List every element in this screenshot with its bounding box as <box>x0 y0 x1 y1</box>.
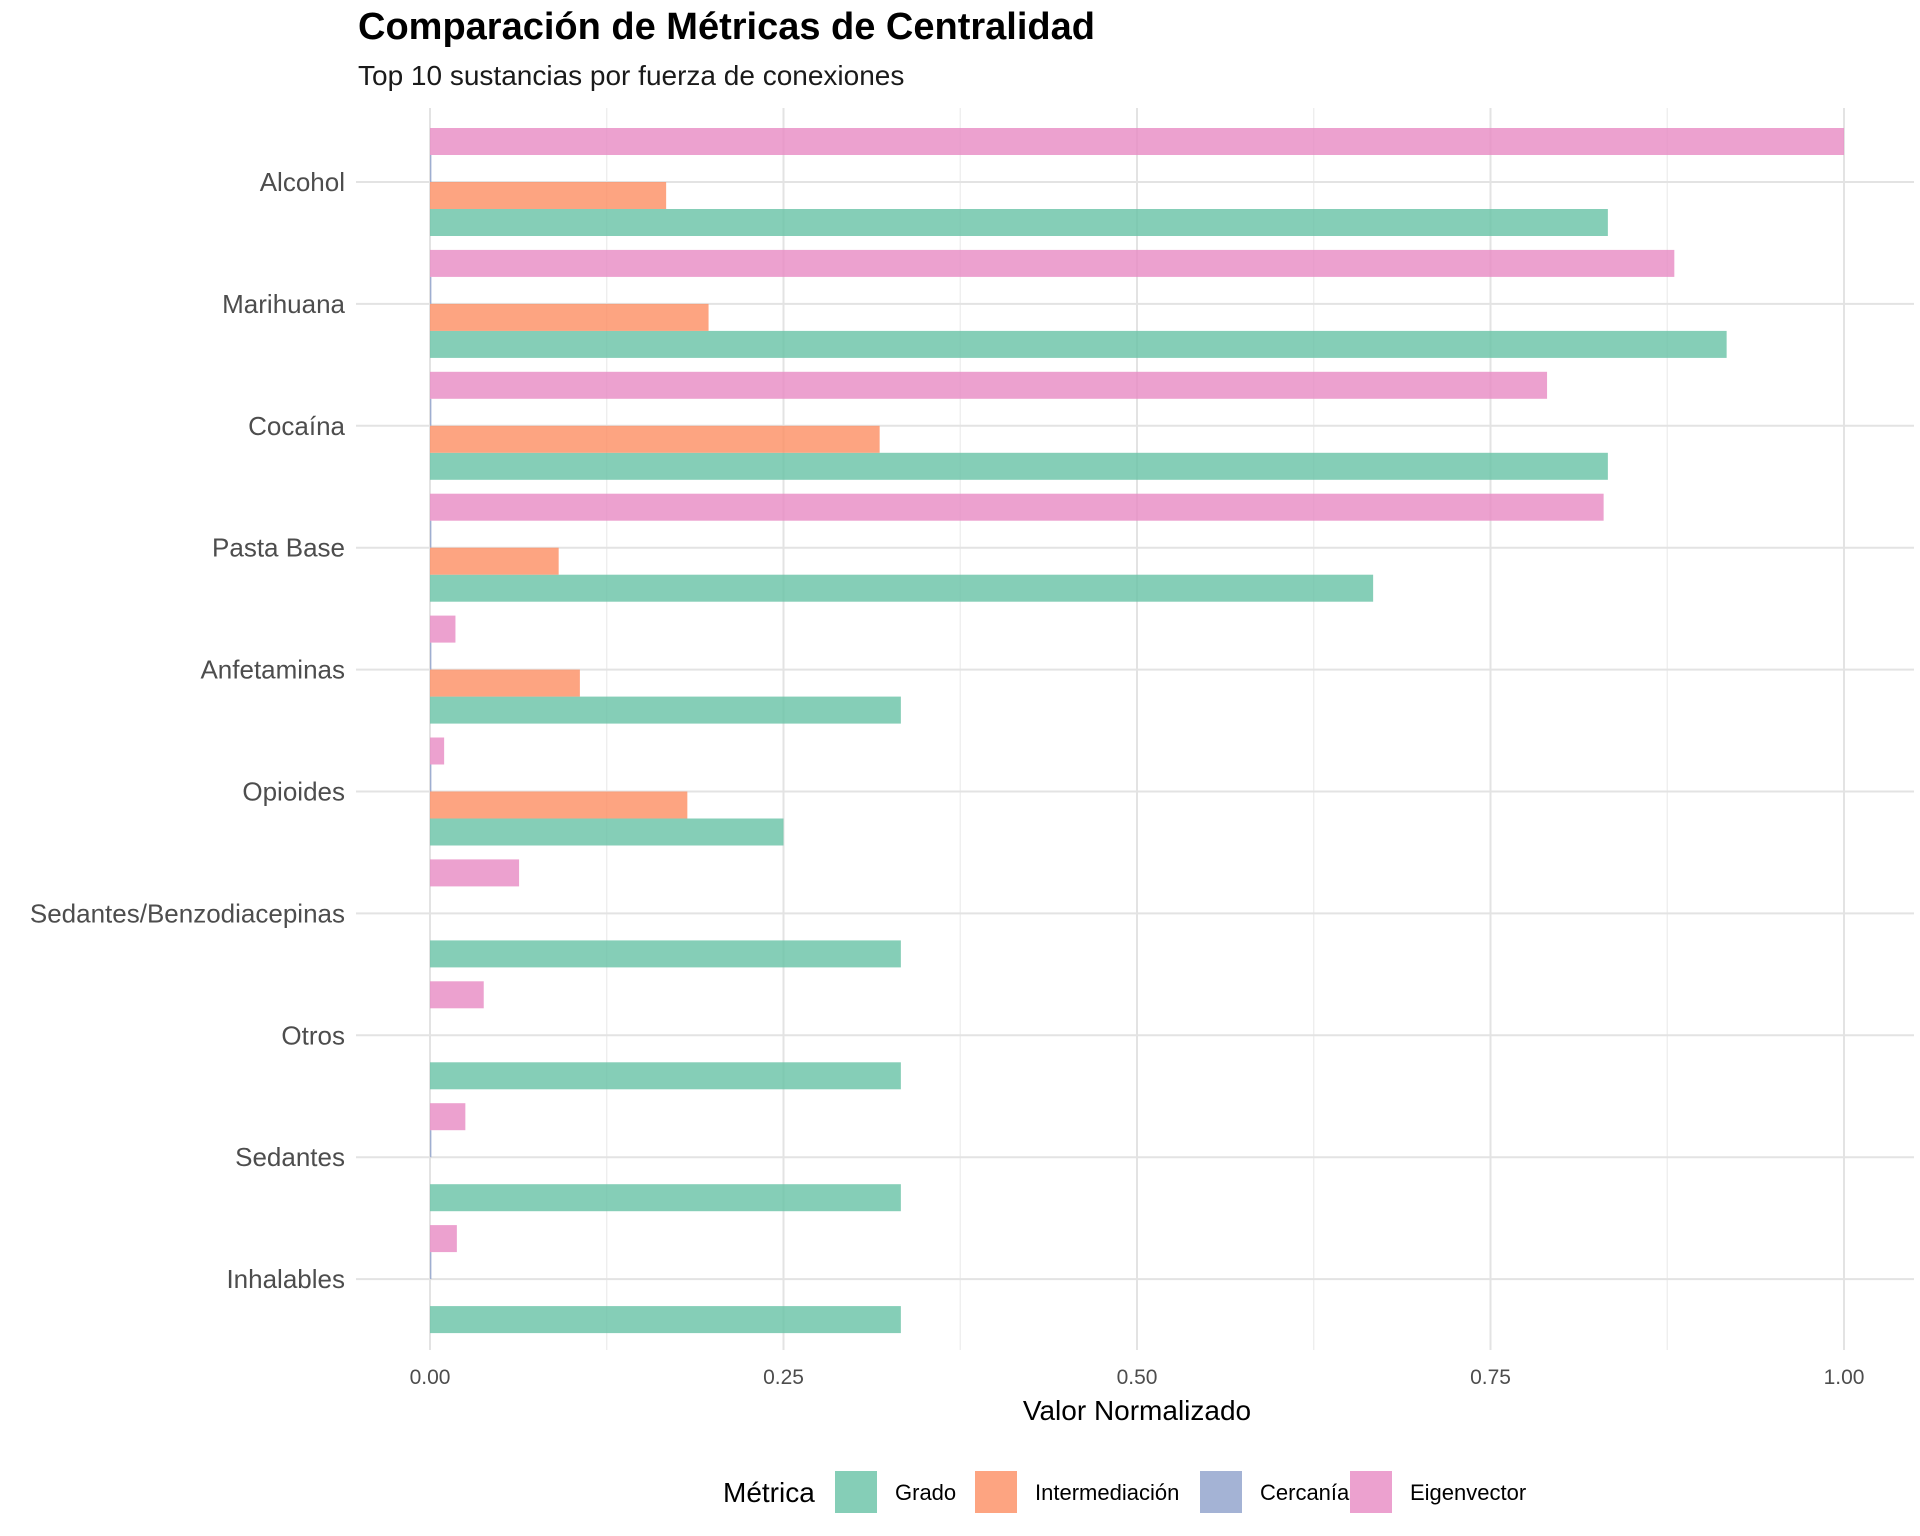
category-label: Opioides <box>242 777 345 807</box>
bar-cercanía-2 <box>430 398 432 426</box>
bar-intermediación-4 <box>430 669 580 697</box>
legend-title: Métrica <box>723 1477 815 1508</box>
bar-intermediación-1 <box>430 303 709 331</box>
category-label: Alcohol <box>260 167 345 197</box>
legend-label: Cercanía <box>1260 1480 1350 1505</box>
bar-grado-5 <box>430 818 784 846</box>
bar-eigenvector-4 <box>430 615 456 643</box>
legend-key-intermediación <box>975 1471 1017 1513</box>
bar-eigenvector-7 <box>430 981 484 1009</box>
legend-key-grado <box>835 1471 877 1513</box>
category-label: Cocaína <box>248 411 345 441</box>
bar-eigenvector-0 <box>430 128 1844 155</box>
bar-grado-2 <box>430 452 1608 480</box>
category-label: Marihuana <box>222 289 345 319</box>
bar-eigenvector-1 <box>430 249 1675 277</box>
x-tick-label: 0.00 <box>410 1366 451 1389</box>
bar-eigenvector-6 <box>430 859 520 887</box>
bar-intermediación-3 <box>430 547 559 575</box>
bar-grado-3 <box>430 574 1374 602</box>
x-axis-title: Valor Normalizado <box>1023 1395 1251 1426</box>
category-label: Otros <box>281 1020 345 1050</box>
bar-eigenvector-2 <box>430 371 1548 399</box>
bar-grado-9 <box>430 1306 901 1334</box>
legend-label: Intermediación <box>1035 1480 1179 1505</box>
category-label: Pasta Base <box>212 533 345 563</box>
chart-title: Comparación de Métricas de Centralidad <box>358 6 1095 48</box>
x-tick-label: 0.50 <box>1117 1366 1158 1389</box>
bar-eigenvector-9 <box>430 1225 457 1253</box>
category-label: Inhalables <box>226 1264 345 1294</box>
x-tick-label: 0.75 <box>1470 1366 1511 1389</box>
bar-intermediación-2 <box>430 425 880 453</box>
bar-intermediación-5 <box>430 791 688 819</box>
category-label: Sedantes/Benzodiacepinas <box>30 898 345 928</box>
legend-key-eigenvector <box>1350 1471 1392 1513</box>
bar-cercanía-8 <box>430 1130 432 1158</box>
bar-cercanía-9 <box>430 1252 432 1280</box>
bar-intermediación-0 <box>430 182 667 209</box>
bar-cercanía-3 <box>430 520 432 548</box>
bar-cercanía-0 <box>430 155 432 182</box>
bar-cercanía-1 <box>430 276 432 304</box>
x-tick-label: 0.25 <box>763 1366 804 1389</box>
bar-grado-1 <box>430 330 1727 358</box>
bar-grado-4 <box>430 696 901 724</box>
bar-grado-8 <box>430 1184 901 1212</box>
bar-cercanía-4 <box>430 642 432 670</box>
x-tick-label: 1.00 <box>1824 1366 1865 1389</box>
bar-eigenvector-5 <box>430 737 445 765</box>
bar-eigenvector-3 <box>430 493 1604 521</box>
legend-label: Eigenvector <box>1410 1480 1526 1505</box>
bar-grado-0 <box>430 209 1608 236</box>
legend-key-cercanía <box>1200 1471 1242 1513</box>
chart-subtitle: Top 10 sustancias por fuerza de conexion… <box>358 60 905 91</box>
bar-grado-6 <box>430 940 901 968</box>
category-label: Sedantes <box>235 1142 345 1172</box>
bar-eigenvector-8 <box>430 1103 466 1131</box>
bar-cercanía-5 <box>430 764 432 792</box>
bar-grado-7 <box>430 1062 901 1090</box>
legend-label: Grado <box>895 1480 956 1505</box>
category-label: Anfetaminas <box>200 655 345 685</box>
